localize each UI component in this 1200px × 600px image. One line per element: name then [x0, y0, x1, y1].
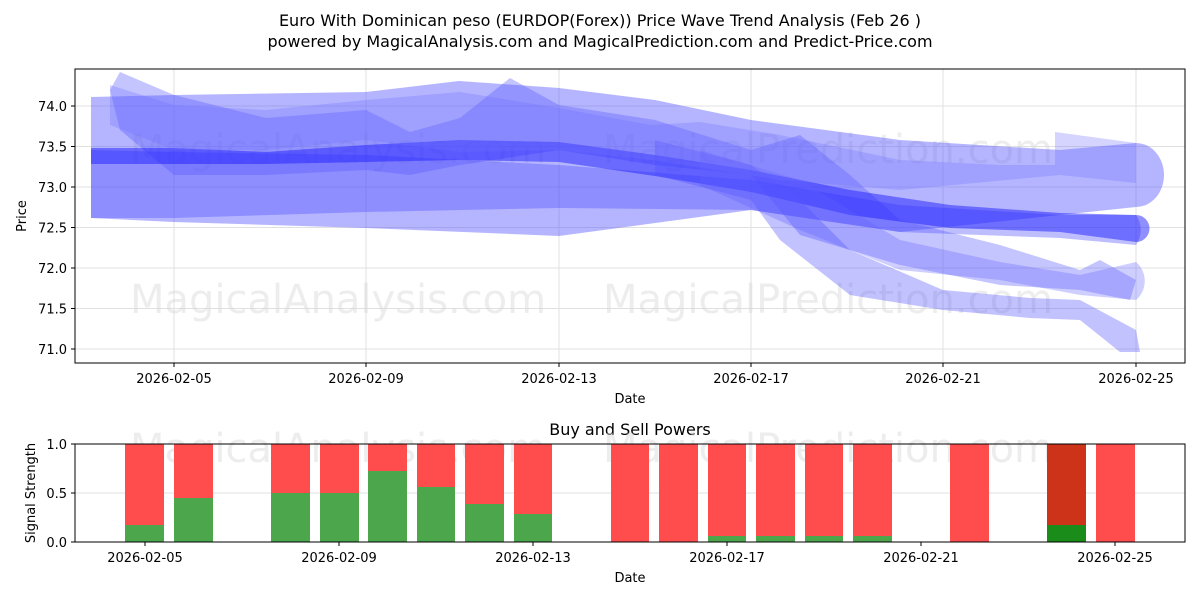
sell-bar	[611, 444, 649, 542]
price-x-ticks	[173, 363, 1137, 367]
buy-bar	[853, 536, 892, 542]
signal-x-labels: 2026-02-05 2026-02-09 2026-02-13 2026-02…	[107, 551, 1153, 566]
buy-bar	[320, 493, 359, 542]
x-tick-label: 2026-02-25	[1077, 551, 1153, 566]
sell-bar	[1096, 444, 1135, 542]
chart-title: Euro With Dominican peso (EURDOP(Forex))…	[278, 11, 922, 30]
y-tick-label: 1.0	[46, 438, 67, 453]
x-tick-label: 2026-02-17	[713, 372, 789, 387]
y-tick-label: 73.5	[38, 141, 67, 156]
price-x-axis-label: Date	[614, 392, 645, 407]
y-tick-label: 73.0	[38, 181, 67, 196]
sell-bar	[465, 444, 504, 504]
buy-bar	[417, 487, 455, 542]
price-y-axis-label: Price	[15, 200, 30, 232]
wave-band	[110, 85, 1136, 190]
price-chart: MagicalAnalysis.com MagicalPrediction.co…	[15, 68, 1186, 407]
signal-x-ticks	[144, 542, 1116, 546]
signal-bars	[125, 444, 1135, 542]
y-tick-label: 74.0	[38, 100, 67, 115]
x-tick-label: 2026-02-09	[301, 551, 377, 566]
x-tick-label: 2026-02-17	[689, 551, 765, 566]
buy-bar	[125, 525, 164, 542]
buy-bar	[271, 493, 310, 542]
sell-bar-highlighted	[1047, 444, 1086, 525]
signal-x-axis-label: Date	[614, 571, 645, 586]
x-tick-label: 2026-02-21	[883, 551, 959, 566]
y-tick-label: 71.0	[38, 343, 67, 358]
price-axes-frame	[74, 68, 1186, 364]
wave-band	[655, 140, 1140, 352]
wave-band	[91, 140, 1150, 242]
signal-chart-title: Buy and Sell Powers	[549, 420, 711, 439]
sell-bar	[417, 444, 455, 487]
sell-bar	[125, 444, 164, 525]
watermark: MagicalPrediction.com	[603, 277, 1053, 323]
x-tick-label: 2026-02-05	[107, 551, 183, 566]
buy-bar	[756, 536, 795, 542]
price-y-labels: 74.0 73.5 73.0 72.5 72.0 71.5 71.0	[38, 100, 67, 358]
buy-bar	[514, 514, 552, 542]
sell-bar	[708, 444, 746, 536]
x-tick-label: 2026-02-25	[1098, 372, 1174, 387]
chart-subtitle: powered by MagicalAnalysis.com and Magic…	[267, 32, 933, 51]
y-tick-label: 0.0	[46, 536, 67, 551]
wave-band	[700, 150, 1145, 300]
sell-bar	[805, 444, 843, 536]
sell-bar	[514, 444, 552, 514]
y-tick-label: 72.5	[38, 222, 67, 237]
price-y-ticks	[71, 105, 75, 350]
watermark: MagicalAnalysis.com	[130, 277, 546, 323]
y-tick-label: 72.0	[38, 262, 67, 277]
sell-bar	[174, 444, 213, 498]
sell-bar	[271, 444, 310, 493]
sell-bar	[950, 444, 989, 542]
buy-bar	[805, 536, 843, 542]
sell-bar	[853, 444, 892, 536]
x-tick-label: 2026-02-05	[136, 372, 212, 387]
buy-bar	[465, 504, 504, 542]
x-tick-label: 2026-02-09	[328, 372, 404, 387]
signal-y-axis-label: Signal Strength	[24, 443, 39, 543]
buy-bar	[174, 498, 213, 542]
sell-bar	[756, 444, 795, 536]
signal-chart: Buy and Sell Powers MagicalAnalysis.com …	[24, 420, 1186, 586]
y-tick-label: 0.5	[46, 487, 67, 502]
buy-bar	[708, 536, 746, 542]
x-tick-label: 2026-02-21	[905, 372, 981, 387]
sell-bar	[368, 444, 407, 471]
buy-bar-highlighted	[1047, 525, 1086, 542]
signal-y-labels: 1.0 0.5 0.0	[46, 438, 67, 551]
y-tick-label: 71.5	[38, 303, 67, 318]
x-tick-label: 2026-02-13	[521, 372, 597, 387]
x-tick-label: 2026-02-13	[495, 551, 571, 566]
signal-y-ticks	[71, 443, 75, 543]
price-x-labels: 2026-02-05 2026-02-09 2026-02-13 2026-02…	[136, 372, 1174, 387]
wave-band	[110, 72, 1136, 300]
wave-band	[91, 150, 1141, 245]
sell-bar	[320, 444, 359, 493]
sell-bar	[659, 444, 698, 542]
buy-bar	[368, 471, 407, 542]
wave-bands	[91, 72, 1164, 352]
